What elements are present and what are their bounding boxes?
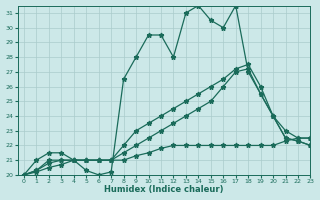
- X-axis label: Humidex (Indice chaleur): Humidex (Indice chaleur): [104, 185, 224, 194]
